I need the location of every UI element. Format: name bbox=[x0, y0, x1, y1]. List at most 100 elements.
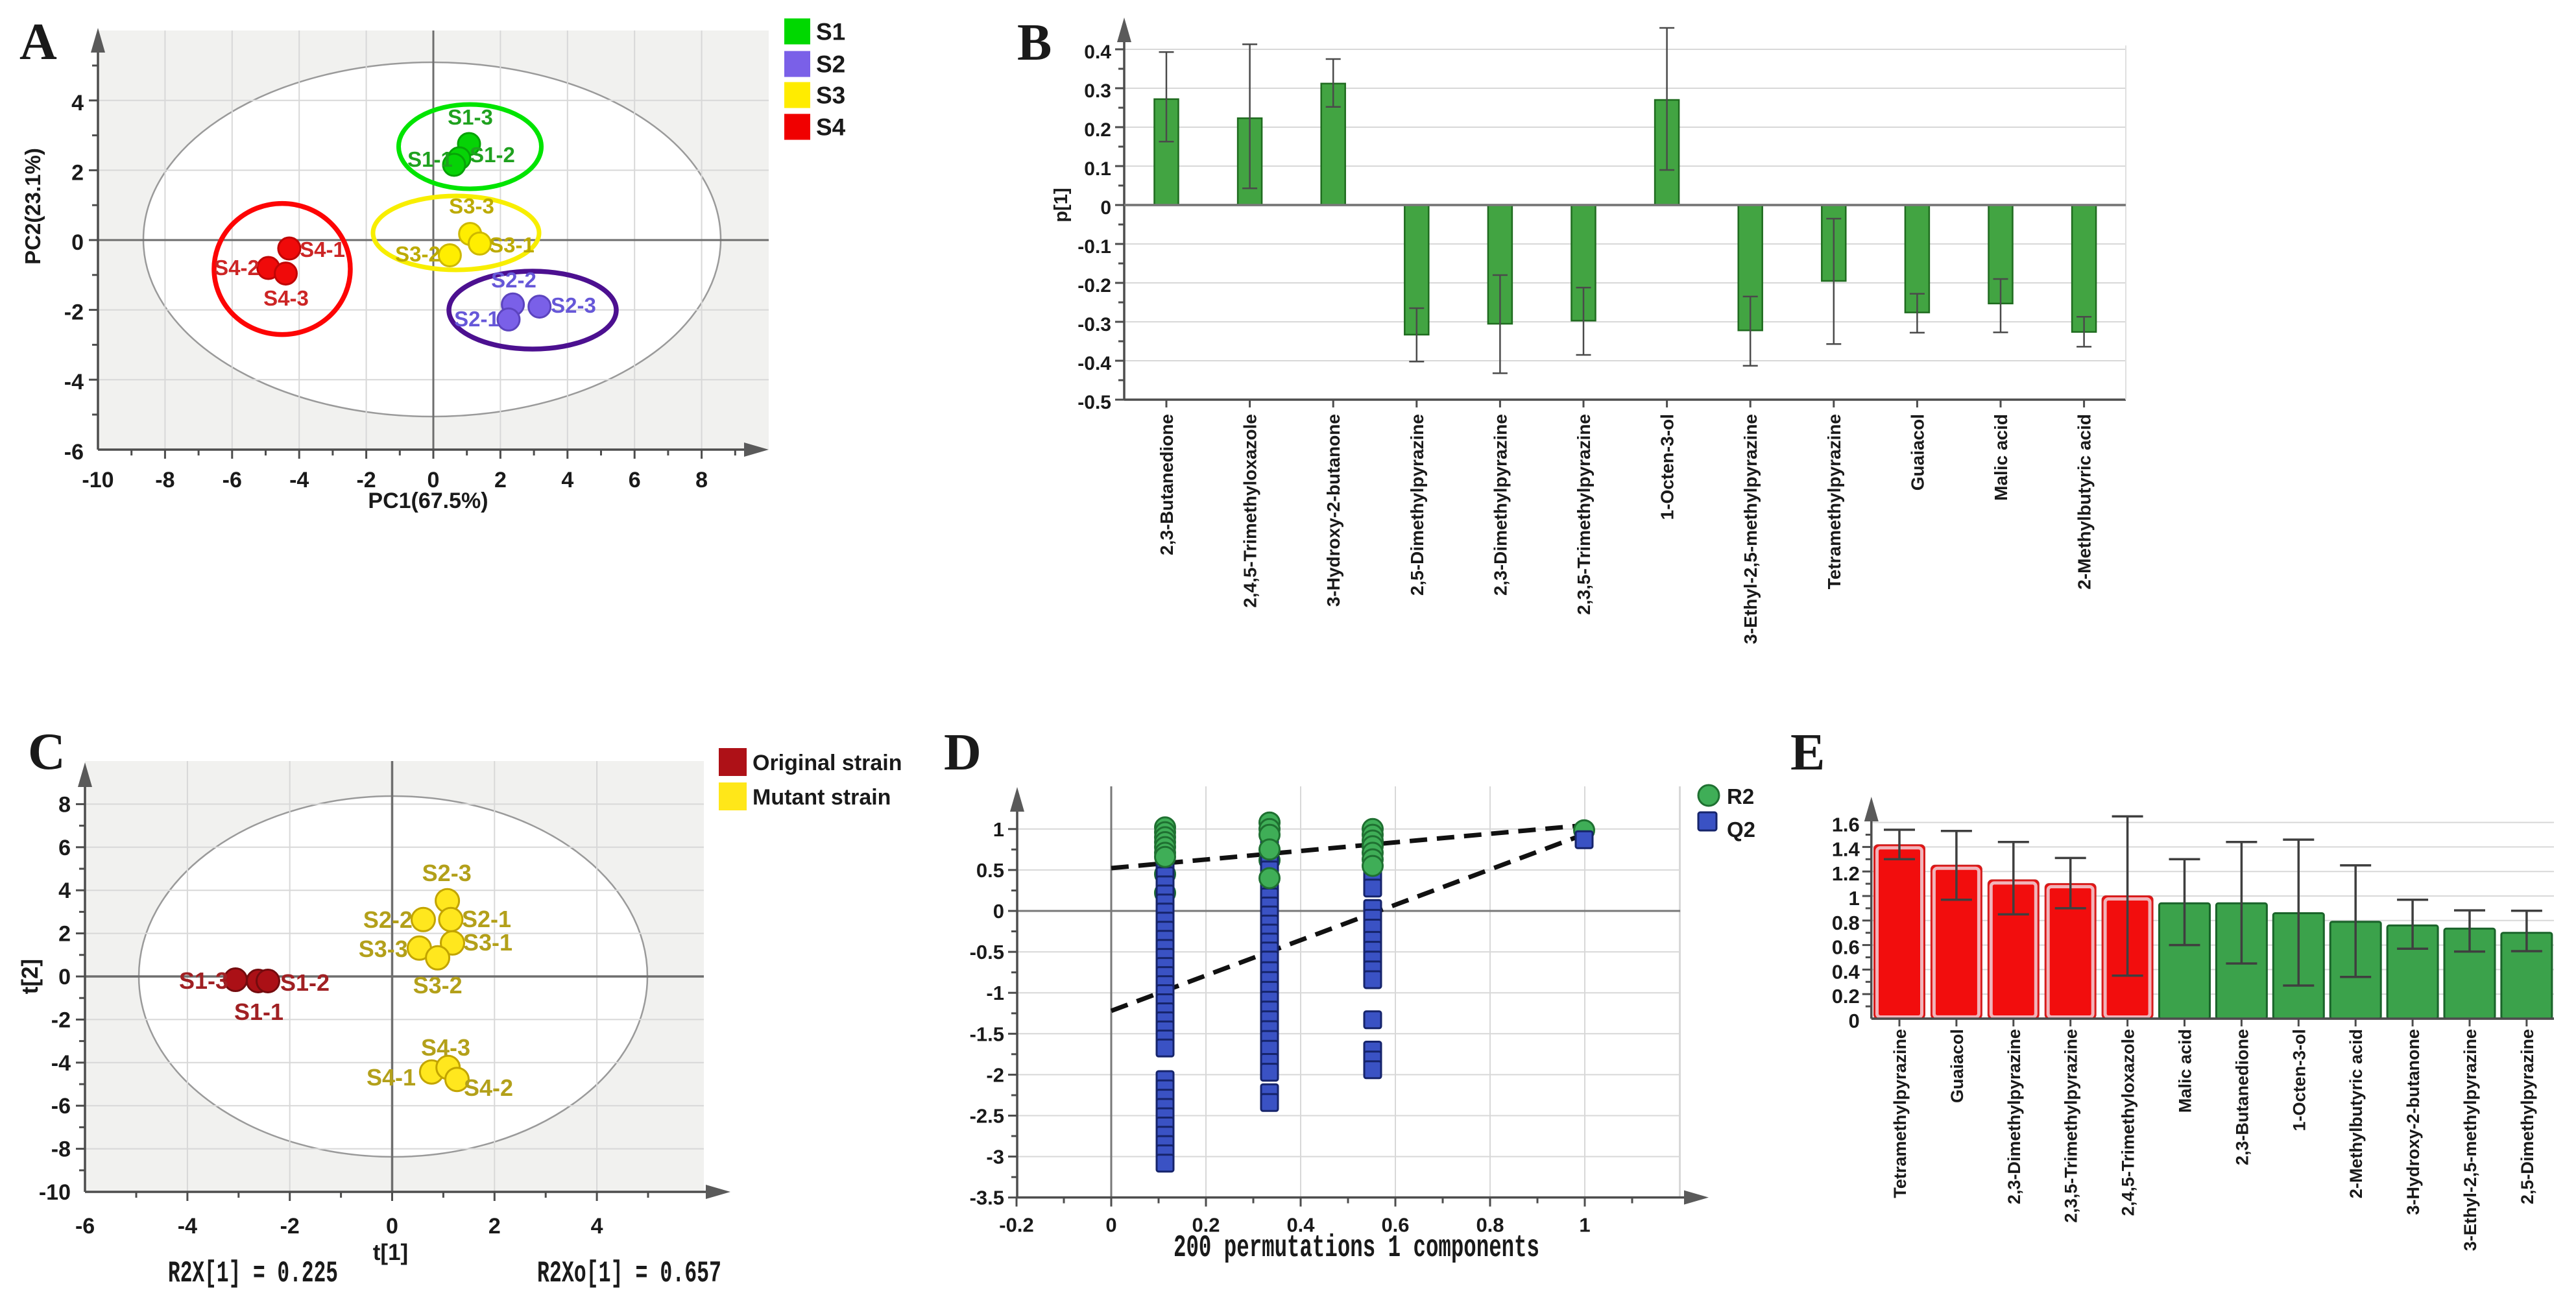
svg-text:2,5-Dimethylpyrazine: 2,5-Dimethylpyrazine bbox=[2518, 1029, 2537, 1204]
svg-text:1.2: 1.2 bbox=[1832, 862, 1860, 885]
svg-text:S2-3: S2-3 bbox=[551, 293, 596, 317]
svg-text:S4-2: S4-2 bbox=[214, 256, 259, 280]
svg-text:-2: -2 bbox=[64, 300, 84, 325]
svg-text:E: E bbox=[1790, 724, 1825, 781]
svg-text:0.6: 0.6 bbox=[1381, 1214, 1409, 1237]
svg-text:S3-2: S3-2 bbox=[395, 242, 440, 266]
svg-text:-8: -8 bbox=[51, 1137, 71, 1162]
svg-text:2,5-Dimethylpyrazine: 2,5-Dimethylpyrazine bbox=[1407, 414, 1427, 596]
svg-text:S3-2: S3-2 bbox=[413, 972, 463, 999]
svg-text:0.2: 0.2 bbox=[1192, 1214, 1220, 1237]
svg-text:-1: -1 bbox=[986, 982, 1004, 1004]
svg-text:Tetramethylpyrazine: Tetramethylpyrazine bbox=[1890, 1029, 1910, 1198]
svg-text:S4-1: S4-1 bbox=[300, 237, 345, 261]
svg-text:0: 0 bbox=[1849, 1010, 1860, 1032]
svg-text:R2Xo[1] = 0.657: R2Xo[1] = 0.657 bbox=[537, 1257, 721, 1290]
svg-text:S2-1: S2-1 bbox=[462, 906, 511, 932]
svg-text:1-Octen-3-ol: 1-Octen-3-ol bbox=[1657, 414, 1678, 520]
svg-text:-10: -10 bbox=[82, 468, 114, 492]
svg-text:2,3-Dimethylpyrazine: 2,3-Dimethylpyrazine bbox=[2004, 1029, 2024, 1204]
svg-text:S1-1: S1-1 bbox=[234, 999, 283, 1025]
svg-text:S1-2: S1-2 bbox=[470, 143, 515, 167]
svg-text:0.4: 0.4 bbox=[1832, 960, 1860, 983]
svg-text:8: 8 bbox=[695, 468, 708, 492]
svg-text:Guaiacol: Guaiacol bbox=[1907, 414, 1927, 490]
svg-text:0: 0 bbox=[1100, 197, 1111, 219]
svg-text:4: 4 bbox=[71, 91, 84, 115]
svg-text:S3-1: S3-1 bbox=[489, 233, 535, 257]
svg-text:0.2: 0.2 bbox=[1832, 985, 1860, 1008]
svg-text:S4-1: S4-1 bbox=[367, 1064, 416, 1091]
svg-text:Malic acid: Malic acid bbox=[1991, 414, 2011, 501]
svg-text:Q2: Q2 bbox=[1727, 818, 1755, 842]
svg-text:1.4: 1.4 bbox=[1832, 838, 1860, 860]
svg-text:0: 0 bbox=[1105, 1214, 1116, 1237]
svg-text:1: 1 bbox=[993, 818, 1004, 841]
svg-text:-6: -6 bbox=[223, 468, 242, 492]
svg-text:6: 6 bbox=[58, 836, 71, 860]
svg-text:-6: -6 bbox=[75, 1214, 95, 1239]
svg-text:0: 0 bbox=[386, 1214, 398, 1239]
svg-text:2: 2 bbox=[58, 922, 71, 947]
svg-text:4: 4 bbox=[561, 468, 573, 492]
svg-text:0: 0 bbox=[427, 468, 440, 492]
svg-text:S1-3: S1-3 bbox=[448, 105, 493, 129]
svg-text:p[1]: p[1] bbox=[1051, 188, 1072, 222]
svg-text:0.5: 0.5 bbox=[976, 859, 1004, 882]
svg-text:-1.5: -1.5 bbox=[970, 1023, 1004, 1045]
svg-text:1.6: 1.6 bbox=[1832, 814, 1860, 836]
svg-text:C: C bbox=[28, 723, 66, 781]
svg-text:0: 0 bbox=[71, 230, 84, 255]
svg-text:t[2]: t[2] bbox=[18, 959, 43, 994]
svg-text:0.4: 0.4 bbox=[1286, 1214, 1315, 1237]
svg-text:0.8: 0.8 bbox=[1832, 912, 1860, 934]
svg-text:S2-2: S2-2 bbox=[491, 268, 536, 292]
svg-text:2: 2 bbox=[488, 1214, 501, 1239]
svg-text:S2: S2 bbox=[816, 51, 845, 78]
svg-text:6: 6 bbox=[629, 468, 641, 492]
svg-text:-4: -4 bbox=[178, 1214, 197, 1239]
svg-text:4: 4 bbox=[58, 878, 71, 903]
svg-text:2,3-Dimethylpyrazine: 2,3-Dimethylpyrazine bbox=[1490, 414, 1510, 596]
svg-text:2,4,5-Trimethyloxazole: 2,4,5-Trimethyloxazole bbox=[2119, 1029, 2138, 1216]
svg-text:S3-3: S3-3 bbox=[359, 936, 408, 962]
svg-text:S4-3: S4-3 bbox=[263, 286, 309, 310]
svg-text:Guaiacol: Guaiacol bbox=[1947, 1029, 1967, 1103]
svg-text:S1-1: S1-1 bbox=[407, 147, 453, 171]
svg-text:-3.5: -3.5 bbox=[970, 1187, 1004, 1209]
svg-text:-4: -4 bbox=[289, 468, 309, 492]
svg-text:2,3-Butanedione: 2,3-Butanedione bbox=[1157, 414, 1177, 555]
svg-text:-6: -6 bbox=[64, 440, 84, 465]
svg-text:-4: -4 bbox=[51, 1051, 71, 1076]
svg-text:2,4,5-Trimethyloxazole: 2,4,5-Trimethyloxazole bbox=[1240, 414, 1260, 608]
svg-text:3-Ethyl-2,5-methylpyrazine: 3-Ethyl-2,5-methylpyrazine bbox=[2461, 1029, 2480, 1251]
svg-text:R2X[1] = 0.225: R2X[1] = 0.225 bbox=[168, 1257, 338, 1290]
svg-text:S1: S1 bbox=[816, 18, 845, 45]
svg-text:-2.5: -2.5 bbox=[970, 1105, 1004, 1128]
svg-text:-4: -4 bbox=[64, 370, 84, 394]
svg-text:B: B bbox=[1017, 14, 1052, 71]
svg-text:-2: -2 bbox=[280, 1214, 300, 1239]
svg-text:t[1]: t[1] bbox=[373, 1240, 408, 1265]
svg-text:1: 1 bbox=[1849, 887, 1860, 910]
svg-text:R2: R2 bbox=[1727, 784, 1754, 808]
svg-text:1-Octen-3-ol: 1-Octen-3-ol bbox=[2289, 1029, 2309, 1132]
svg-text:A: A bbox=[19, 14, 57, 71]
svg-text:1: 1 bbox=[1579, 1214, 1590, 1237]
svg-text:0.4: 0.4 bbox=[1084, 42, 1111, 63]
svg-text:S2-2: S2-2 bbox=[363, 906, 413, 933]
svg-text:-0.5: -0.5 bbox=[1077, 392, 1111, 413]
svg-text:Tetramethylpyrazine: Tetramethylpyrazine bbox=[1824, 414, 1844, 589]
svg-text:4: 4 bbox=[591, 1214, 603, 1239]
svg-text:0: 0 bbox=[58, 965, 71, 989]
svg-text:S1-2: S1-2 bbox=[280, 969, 330, 996]
svg-text:0.1: 0.1 bbox=[1084, 158, 1111, 180]
svg-text:S1-3: S1-3 bbox=[179, 967, 228, 994]
svg-text:S4-2: S4-2 bbox=[464, 1074, 513, 1101]
svg-text:8: 8 bbox=[58, 792, 71, 817]
svg-text:-8: -8 bbox=[155, 468, 175, 492]
svg-text:2,3,5-Trimethylpyrazine: 2,3,5-Trimethylpyrazine bbox=[2062, 1029, 2081, 1223]
svg-text:S4: S4 bbox=[816, 114, 846, 141]
svg-text:0.2: 0.2 bbox=[1084, 119, 1111, 141]
svg-text:-0.3: -0.3 bbox=[1077, 314, 1111, 335]
